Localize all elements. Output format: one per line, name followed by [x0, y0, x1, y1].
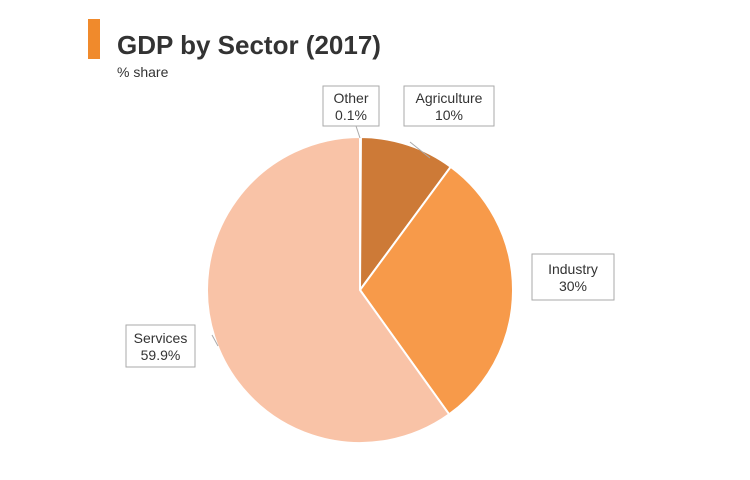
label-box-agriculture: [403, 85, 495, 127]
leader-line-services: [211, 334, 219, 347]
slice-value-industry: 30%: [559, 278, 587, 294]
label-box-industry: [531, 253, 615, 301]
pie-slice-services: [206, 135, 451, 444]
slice-value-services: 59.9%: [141, 347, 181, 363]
label-box-other: [322, 85, 380, 127]
slice-label-services: Services: [134, 330, 188, 346]
chart-subtitle: % share: [117, 64, 169, 80]
slice-label-other: Other: [333, 90, 368, 106]
label-box-services: [125, 324, 196, 368]
slice-value-other: 0.1%: [335, 107, 367, 123]
leader-line-other: [355, 125, 361, 139]
pie-slice-agriculture: [358, 135, 453, 294]
title-accent-bar: [88, 19, 100, 59]
slice-value-agriculture: 10%: [435, 107, 463, 123]
slice-label-agriculture: Agriculture: [416, 90, 483, 106]
leader-line-agriculture: [409, 141, 431, 159]
slice-label-industry: Industry: [548, 261, 598, 277]
chart-title: GDP by Sector (2017): [117, 30, 381, 60]
pie-slice-industry: [358, 165, 514, 416]
